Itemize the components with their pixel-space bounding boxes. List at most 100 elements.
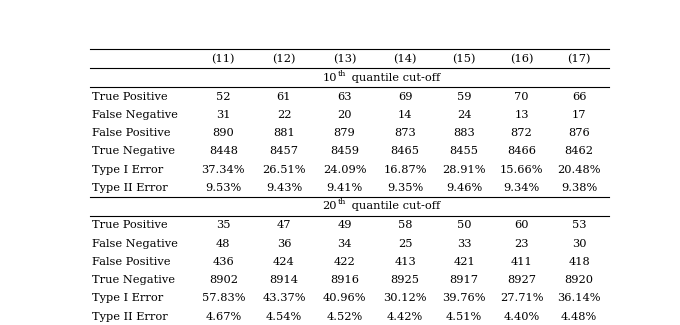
- Text: 28.91%: 28.91%: [443, 164, 486, 175]
- Text: 9.38%: 9.38%: [561, 183, 597, 193]
- Text: True Positive: True Positive: [92, 220, 168, 230]
- Text: Type I Error: Type I Error: [92, 164, 164, 175]
- Text: 4.51%: 4.51%: [446, 312, 482, 322]
- Text: 63: 63: [337, 92, 352, 101]
- Text: 47: 47: [277, 220, 291, 230]
- Text: (14): (14): [394, 54, 417, 64]
- Text: 69: 69: [398, 92, 412, 101]
- Text: 9.46%: 9.46%: [446, 183, 482, 193]
- Text: 53: 53: [572, 220, 586, 230]
- Text: 9.43%: 9.43%: [266, 183, 302, 193]
- Text: 8920: 8920: [564, 275, 594, 285]
- Text: 60: 60: [514, 220, 529, 230]
- Text: 8927: 8927: [507, 275, 536, 285]
- Text: 35: 35: [216, 220, 231, 230]
- Text: 8455: 8455: [449, 146, 479, 156]
- Text: 8917: 8917: [449, 275, 479, 285]
- Text: 876: 876: [568, 128, 590, 138]
- Text: (16): (16): [510, 54, 533, 64]
- Text: 4.40%: 4.40%: [503, 312, 540, 322]
- Text: 8462: 8462: [564, 146, 594, 156]
- Text: 883: 883: [454, 128, 475, 138]
- Text: False Positive: False Positive: [92, 257, 171, 267]
- Text: quantile cut-off: quantile cut-off: [348, 202, 441, 212]
- Text: 34: 34: [337, 239, 352, 249]
- Text: 4.52%: 4.52%: [326, 312, 362, 322]
- Text: 61: 61: [277, 92, 291, 101]
- Text: 16.87%: 16.87%: [384, 164, 427, 175]
- Text: 59: 59: [457, 92, 471, 101]
- Text: 52: 52: [216, 92, 231, 101]
- Text: 31: 31: [216, 110, 231, 120]
- Text: th: th: [337, 70, 346, 78]
- Text: 872: 872: [511, 128, 532, 138]
- Text: True Negative: True Negative: [92, 146, 175, 156]
- Text: (13): (13): [333, 54, 356, 64]
- Text: 8914: 8914: [269, 275, 299, 285]
- Text: 873: 873: [394, 128, 416, 138]
- Text: 881: 881: [273, 128, 295, 138]
- Text: 411: 411: [511, 257, 532, 267]
- Text: 20: 20: [322, 202, 337, 212]
- Text: 890: 890: [212, 128, 234, 138]
- Text: (12): (12): [272, 54, 296, 64]
- Text: 9.34%: 9.34%: [503, 183, 540, 193]
- Text: False Positive: False Positive: [92, 128, 171, 138]
- Text: 9.53%: 9.53%: [205, 183, 241, 193]
- Text: quantile cut-off: quantile cut-off: [348, 73, 441, 83]
- Text: 58: 58: [398, 220, 412, 230]
- Text: 8457: 8457: [269, 146, 299, 156]
- Text: 8925: 8925: [390, 275, 420, 285]
- Text: 39.76%: 39.76%: [443, 293, 486, 303]
- Text: True Negative: True Negative: [92, 275, 175, 285]
- Text: 8459: 8459: [330, 146, 359, 156]
- Text: 9.41%: 9.41%: [326, 183, 362, 193]
- Text: 66: 66: [572, 92, 586, 101]
- Text: 17: 17: [572, 110, 586, 120]
- Text: 33: 33: [457, 239, 471, 249]
- Text: (17): (17): [567, 54, 591, 64]
- Text: 40.96%: 40.96%: [323, 293, 367, 303]
- Text: (11): (11): [211, 54, 235, 64]
- Text: 22: 22: [277, 110, 291, 120]
- Text: 9.35%: 9.35%: [387, 183, 423, 193]
- Text: 10: 10: [322, 73, 337, 83]
- Text: 24.09%: 24.09%: [323, 164, 367, 175]
- Text: 14: 14: [398, 110, 412, 120]
- Text: 15.66%: 15.66%: [500, 164, 543, 175]
- Text: (15): (15): [452, 54, 476, 64]
- Text: 8448: 8448: [209, 146, 238, 156]
- Text: False Negative: False Negative: [92, 239, 178, 249]
- Text: 70: 70: [514, 92, 529, 101]
- Text: 13: 13: [514, 110, 529, 120]
- Text: 36.14%: 36.14%: [558, 293, 601, 303]
- Text: 49: 49: [337, 220, 352, 230]
- Text: 43.37%: 43.37%: [262, 293, 306, 303]
- Text: 27.71%: 27.71%: [500, 293, 543, 303]
- Text: 4.42%: 4.42%: [387, 312, 423, 322]
- Text: 24: 24: [457, 110, 471, 120]
- Text: 436: 436: [212, 257, 234, 267]
- Text: Type I Error: Type I Error: [92, 293, 164, 303]
- Text: 8902: 8902: [209, 275, 238, 285]
- Text: 48: 48: [216, 239, 231, 249]
- Text: 421: 421: [454, 257, 475, 267]
- Text: 37.34%: 37.34%: [201, 164, 245, 175]
- Text: 4.48%: 4.48%: [561, 312, 597, 322]
- Text: 25: 25: [398, 239, 412, 249]
- Text: 879: 879: [334, 128, 356, 138]
- Text: 424: 424: [273, 257, 295, 267]
- Text: True Positive: True Positive: [92, 92, 168, 101]
- Text: 30: 30: [572, 239, 586, 249]
- Text: 8466: 8466: [507, 146, 536, 156]
- Text: 418: 418: [568, 257, 590, 267]
- Text: 8916: 8916: [330, 275, 359, 285]
- Text: th: th: [337, 199, 346, 206]
- Text: 413: 413: [394, 257, 416, 267]
- Text: 23: 23: [514, 239, 529, 249]
- Text: 36: 36: [277, 239, 291, 249]
- Text: 57.83%: 57.83%: [201, 293, 245, 303]
- Text: Type II Error: Type II Error: [92, 312, 168, 322]
- Text: 20.48%: 20.48%: [558, 164, 601, 175]
- Text: 26.51%: 26.51%: [262, 164, 306, 175]
